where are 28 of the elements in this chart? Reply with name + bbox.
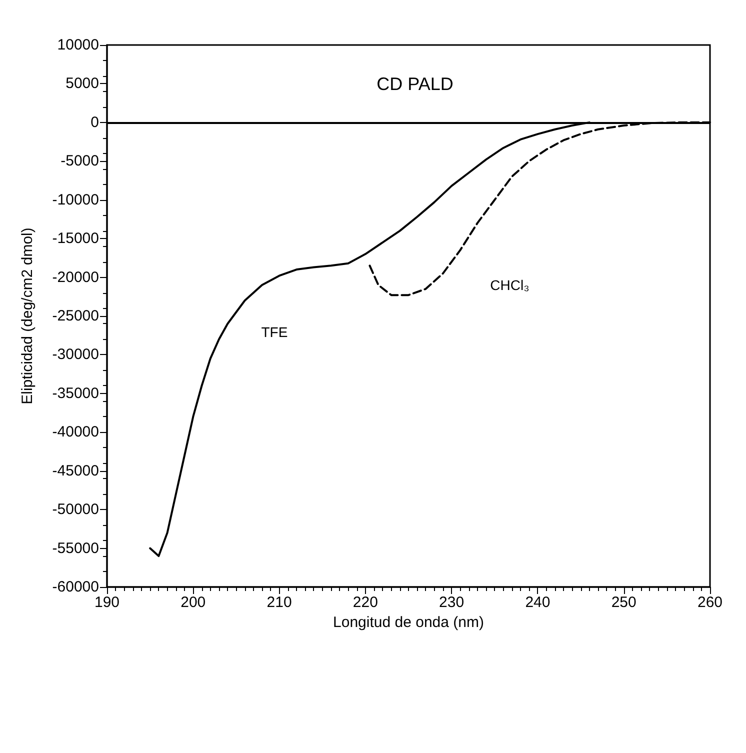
y-tick-label: 5000 bbox=[66, 75, 99, 92]
x-tick-label: 240 bbox=[525, 594, 550, 611]
x-tick-label: 220 bbox=[352, 594, 378, 611]
x-tick-label: 230 bbox=[439, 594, 464, 611]
y-tick-label: -45000 bbox=[52, 462, 99, 480]
series-label: TFE bbox=[261, 324, 288, 340]
y-tick-label: -40000 bbox=[52, 424, 99, 441]
y-tick-label: -55000 bbox=[52, 540, 99, 557]
y-tick-label: -25000 bbox=[52, 308, 99, 324]
y-tick-label: -10000 bbox=[52, 191, 99, 208]
y-tick-label: -5000 bbox=[60, 152, 99, 170]
y-tick-label: -35000 bbox=[52, 384, 99, 402]
x-tick-label: 190 bbox=[94, 594, 120, 611]
x-tick-label: 250 bbox=[611, 594, 636, 611]
y-tick-label: -60000 bbox=[52, 578, 99, 596]
x-tick-label: 210 bbox=[266, 594, 292, 611]
y-tick-label: -15000 bbox=[52, 230, 99, 248]
x-tick-label: 260 bbox=[697, 594, 723, 611]
text: CHCl₃ bbox=[490, 277, 530, 294]
y-tick-label: -50000 bbox=[52, 501, 99, 518]
y-tick-label: -30000 bbox=[52, 346, 99, 364]
y-tick-label: 0 bbox=[90, 114, 99, 131]
x-tick-label: 200 bbox=[180, 594, 206, 611]
text: CD PALD bbox=[376, 74, 454, 94]
x-axis-title: Longitud de onda (nm) bbox=[333, 614, 484, 631]
y-tick-label: 10000 bbox=[57, 36, 99, 54]
y-axis-title: Elipticidad (deg/cm2 dmol) bbox=[19, 228, 36, 404]
y-tick-label: -20000 bbox=[52, 268, 99, 286]
